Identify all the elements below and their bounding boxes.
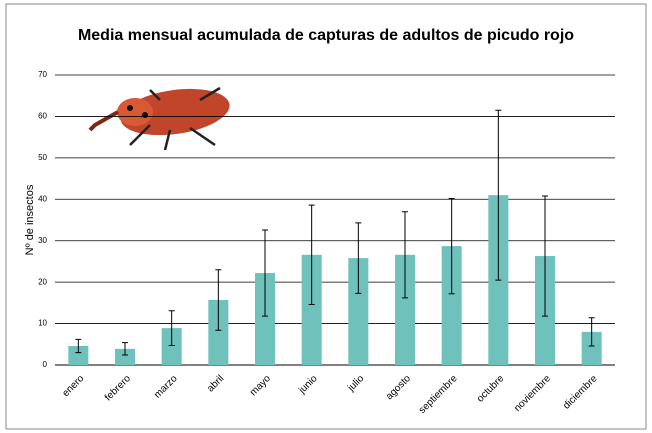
- y-tick-label: 20: [38, 277, 47, 286]
- y-tick-label: 40: [38, 194, 47, 203]
- y-tick-label: 50: [38, 153, 47, 162]
- y-tick-label: 0: [43, 360, 48, 369]
- y-tick-label: 70: [38, 70, 47, 79]
- y-tick-label: 30: [38, 236, 47, 245]
- y-tick-label: 10: [38, 319, 47, 328]
- chart: Media mensual acumulada de capturas de a…: [0, 0, 652, 433]
- y-tick-label: 60: [38, 112, 47, 121]
- y-axis-label: Nº de insectos: [24, 184, 36, 255]
- chart-title: Media mensual acumulada de capturas de a…: [78, 27, 574, 44]
